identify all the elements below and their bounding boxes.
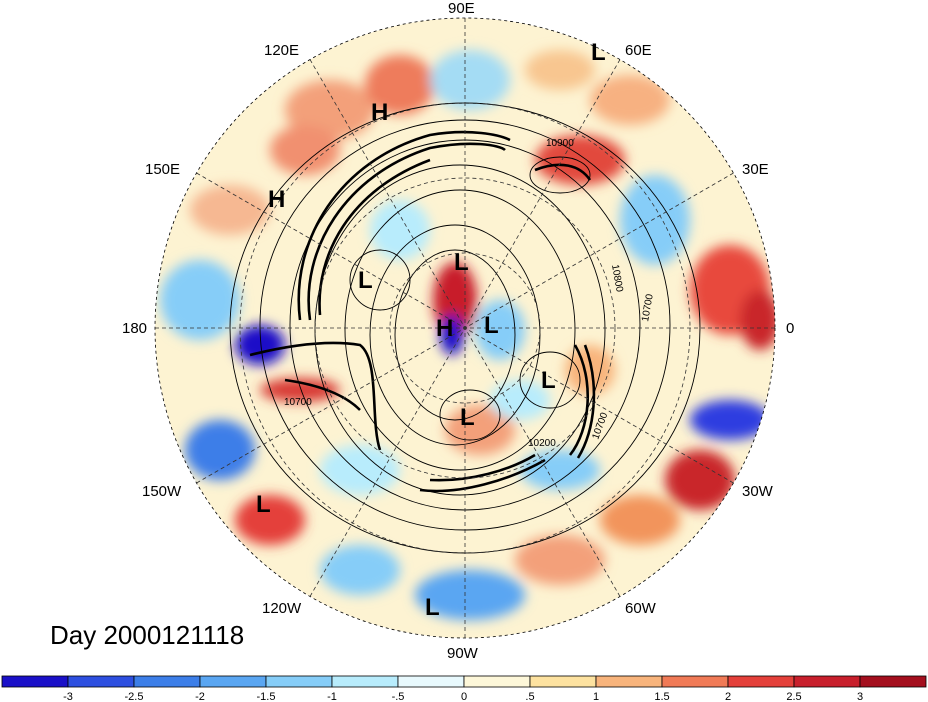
low-marker: L xyxy=(425,594,440,621)
lon-label: 60E xyxy=(625,42,652,59)
low-marker: L xyxy=(591,39,606,66)
colorbar-box xyxy=(133,675,201,688)
low-marker: L xyxy=(484,312,499,339)
colorbar: -3 -2.5 -2 -1.5 -1 -.5 0 .5 1 1.5 2 2.5 3 xyxy=(1,675,927,702)
lon-label: 30W xyxy=(742,483,774,500)
lon-label: 150E xyxy=(145,161,180,178)
high-marker: H xyxy=(436,315,453,342)
colorbar-ticks: -3 -2.5 -2 -1.5 -1 -.5 0 .5 1 1.5 2 2.5 3 xyxy=(63,691,863,702)
colorbar-tick-label: 3 xyxy=(857,691,863,702)
contour-label: 10700 xyxy=(640,293,656,323)
colorbar-tick-label: 2.5 xyxy=(786,691,801,702)
colorbar-box xyxy=(1,675,69,688)
polar-stereographic-map: 90E 60E 30E 0 30W 60W 90W 120W 150W 180 … xyxy=(122,0,794,660)
contour-label: 10700 xyxy=(284,397,312,408)
colorbar-tick-label: -2.5 xyxy=(125,691,144,702)
jet-contours xyxy=(249,130,596,493)
colorbar-tick-label: 1 xyxy=(593,691,599,702)
longitude-labels: 90E 60E 30E 0 30W 60W 90W 120W 150W 180 … xyxy=(122,0,794,660)
colorbar-box xyxy=(265,675,333,688)
lon-label: 150W xyxy=(142,483,182,500)
contour-label: 10900 xyxy=(546,138,574,149)
high-marker: H xyxy=(268,186,285,213)
low-marker: L xyxy=(541,367,556,394)
low-marker: L xyxy=(460,404,475,431)
low-marker: L xyxy=(454,249,469,276)
lon-label: 90W xyxy=(447,645,479,660)
colorbar-tick-label: -1 xyxy=(327,691,337,702)
colorbar-box xyxy=(529,675,597,688)
lon-label: 30E xyxy=(742,161,769,178)
colorbar-tick-label: .5 xyxy=(525,691,534,702)
colorbar-tick-label: -.5 xyxy=(392,691,405,702)
high-marker: H xyxy=(371,99,388,126)
graticule xyxy=(155,18,775,638)
colorbar-box xyxy=(793,675,861,688)
colorbar-boxes xyxy=(1,675,927,688)
colorbar-box xyxy=(595,675,663,688)
colorbar-box xyxy=(463,675,531,688)
colorbar-box xyxy=(859,675,927,688)
lon-label: 60W xyxy=(625,600,657,617)
colorbar-box xyxy=(727,675,795,688)
lon-label: 180 xyxy=(122,320,147,337)
colorbar-box xyxy=(397,675,465,688)
colorbar-tick-label: 2 xyxy=(725,691,731,702)
low-marker: L xyxy=(256,491,271,518)
lon-label: 0 xyxy=(786,320,794,337)
globe-outline xyxy=(154,17,776,639)
pressure-extrema: L H H L L H L L L L L xyxy=(256,39,606,621)
date-label: Day 2000121118 xyxy=(50,620,245,650)
low-marker: L xyxy=(358,267,373,294)
colorbar-tick-label: 0 xyxy=(461,691,467,702)
lon-label: 120W xyxy=(262,600,302,617)
colorbar-tick-label: -2 xyxy=(195,691,205,702)
colorbar-box xyxy=(67,675,135,688)
lon-label: 120E xyxy=(264,42,299,59)
contour-label: 10800 xyxy=(609,264,625,294)
colorbar-box xyxy=(331,675,399,688)
colorbar-tick-label: -3 xyxy=(63,691,73,702)
colorbar-box xyxy=(199,675,267,688)
colorbar-tick-label: -1.5 xyxy=(257,691,276,702)
anomaly-shading xyxy=(160,50,775,620)
colorbar-tick-label: 1.5 xyxy=(654,691,669,702)
contour-label: 10200 xyxy=(528,438,556,449)
lon-label: 90E xyxy=(448,0,475,17)
colorbar-box xyxy=(661,675,729,688)
